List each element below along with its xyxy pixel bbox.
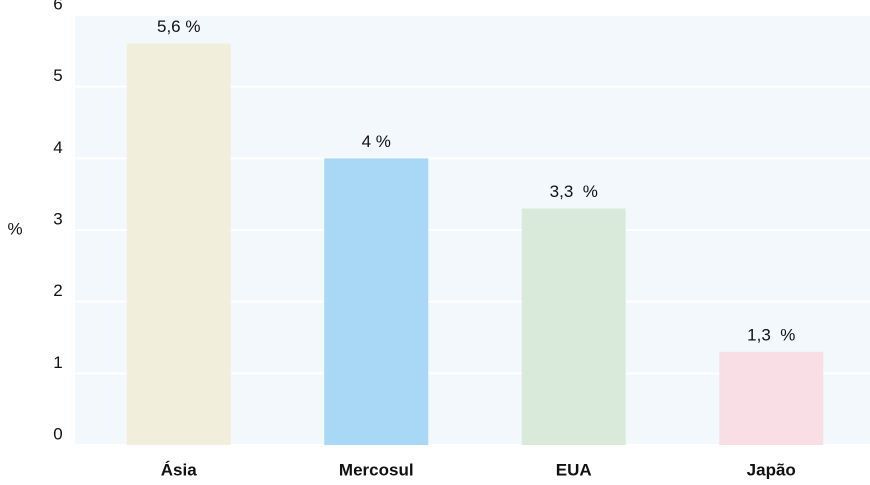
- x-tick-label: EUA: [556, 460, 592, 479]
- bar: [126, 43, 231, 446]
- x-tick-label: Ásia: [161, 460, 197, 479]
- bar: [324, 158, 429, 446]
- bar: [521, 208, 626, 445]
- y-tick-label: 1: [53, 353, 62, 372]
- y-tick-label: 4: [53, 138, 62, 157]
- data-label: 5,6 %: [157, 17, 200, 36]
- data-label: 4 %: [362, 132, 391, 151]
- y-tick-label: 2: [53, 281, 62, 300]
- x-tick-label: Japão: [747, 460, 796, 479]
- y-tick-label: 5: [53, 66, 62, 85]
- y-axis-label: %: [7, 219, 22, 238]
- bar: [719, 351, 824, 445]
- data-label: 3,3 %: [550, 182, 598, 201]
- y-tick-label: 0: [53, 424, 62, 443]
- y-tick-label: 6: [53, 0, 62, 13]
- data-label: 1,3 %: [747, 325, 795, 344]
- y-tick-label: 3: [53, 209, 62, 228]
- x-tick-label: Mercosul: [339, 460, 414, 479]
